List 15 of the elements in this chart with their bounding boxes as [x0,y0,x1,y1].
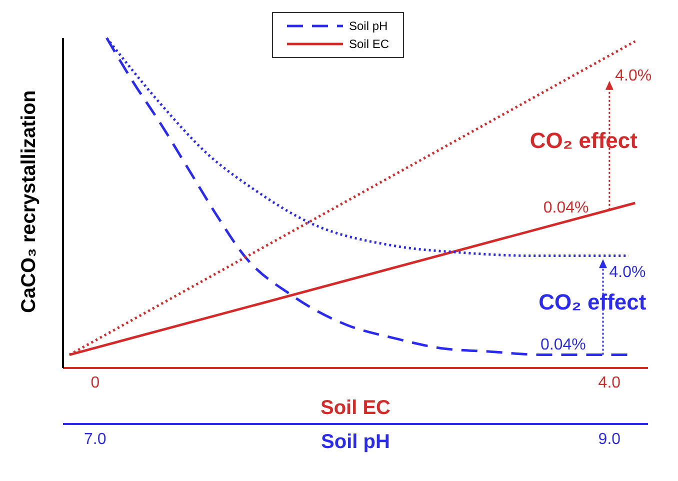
annotation: 0.04% [540,336,586,354]
y-axis-title: CaCO₃ recrystallization [18,90,40,313]
x2-tick-label: 7.0 [84,431,106,448]
annotation: 4.0% [615,67,652,84]
x-axis-title: Soil EC [320,397,391,419]
x-tick-label: 0 [90,374,100,392]
annotation: CO₂ effect [538,290,647,314]
x-tick-label: 4.0 [598,374,621,392]
annotation: 4.0% [609,264,646,281]
annotation: CO₂ effect [530,128,638,153]
x2-tick-label: 9.0 [598,431,621,448]
x2-axis-title: Soil pH [321,431,390,453]
annotation: 0.04% [543,199,589,216]
legend-label: Soil pH [348,18,388,35]
legend-label: Soil EC [348,36,389,53]
